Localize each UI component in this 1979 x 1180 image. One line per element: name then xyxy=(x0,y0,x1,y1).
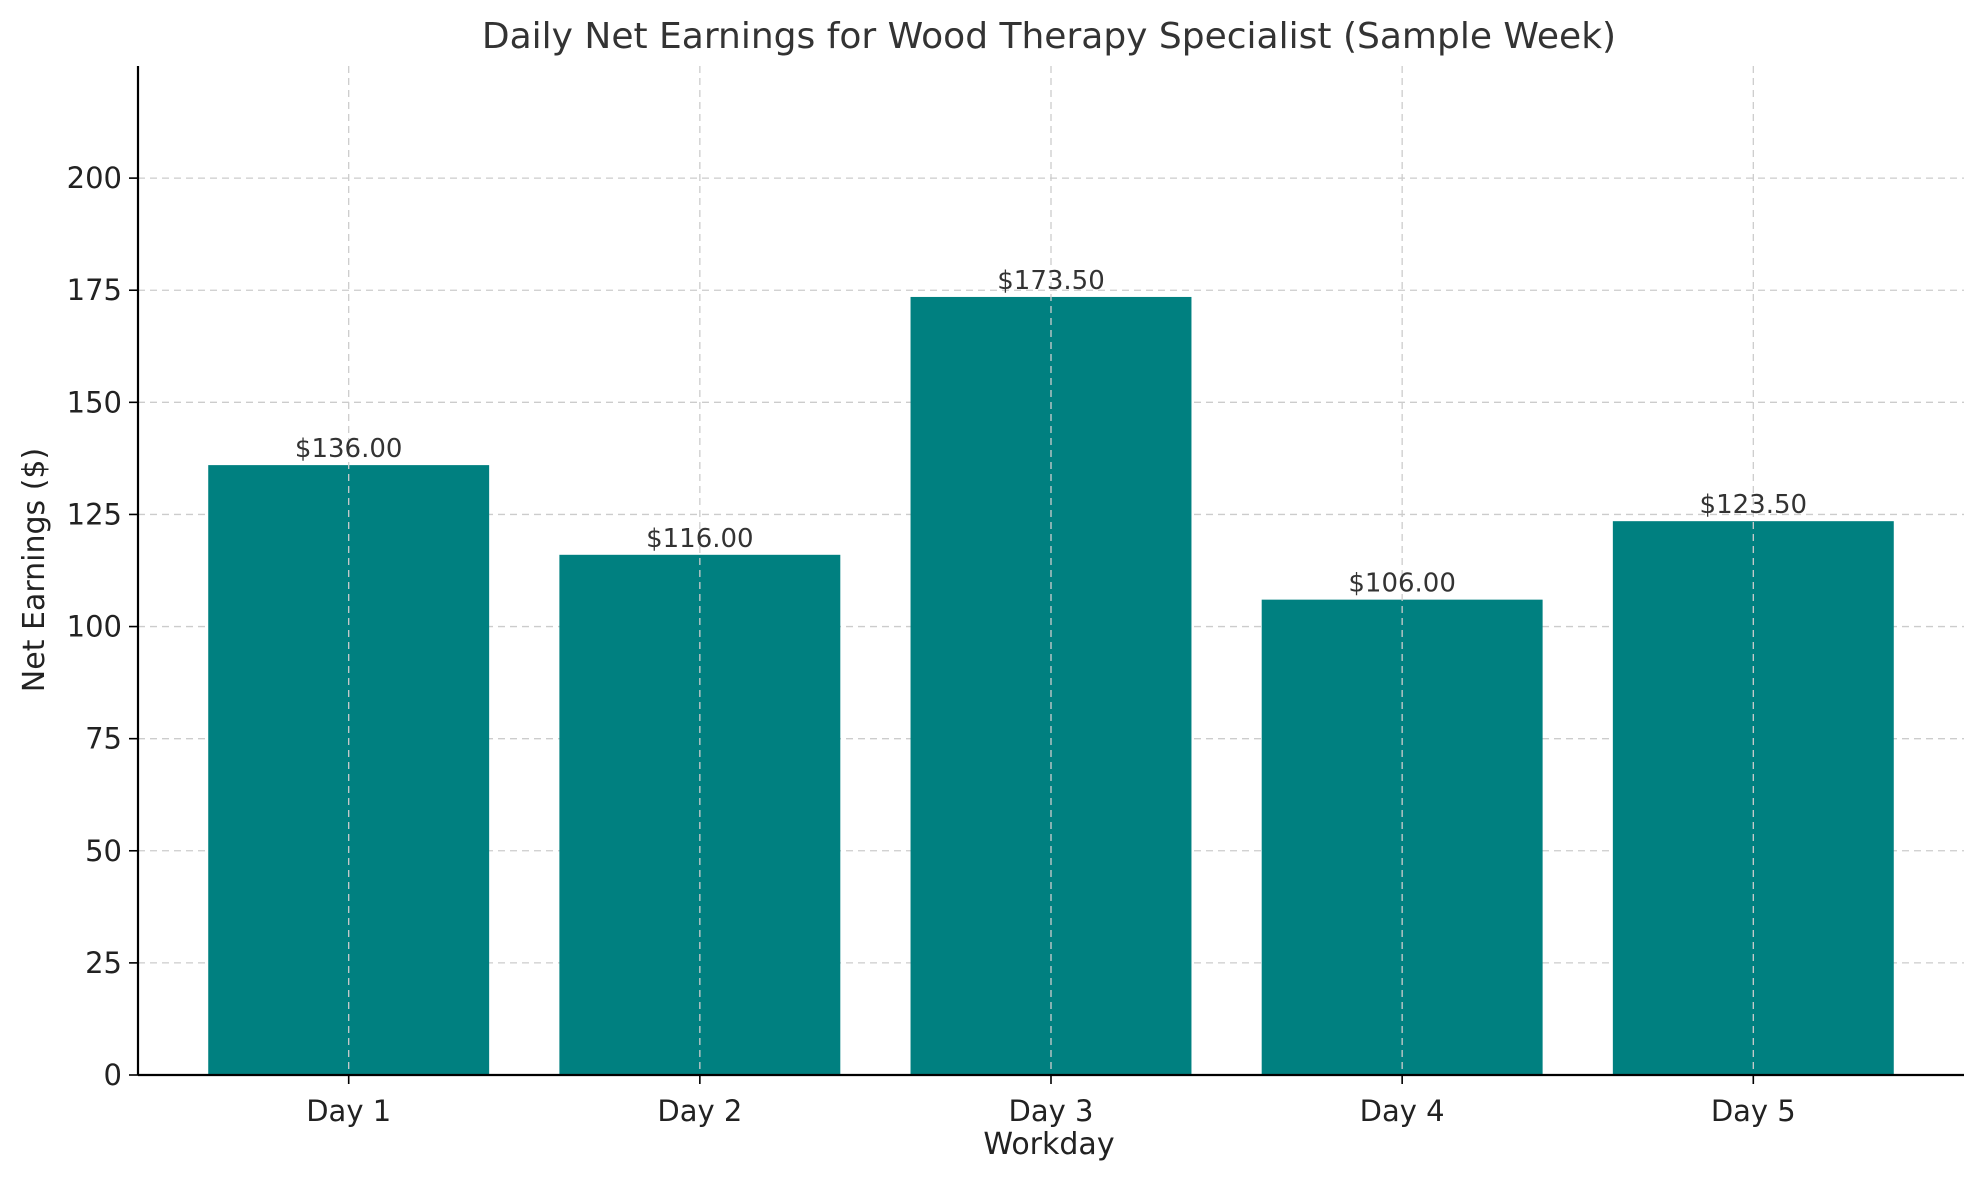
x-tick-label: Day 3 xyxy=(1009,1094,1094,1128)
y-tick-label: 50 xyxy=(85,834,122,868)
y-ticks: 0 25 50 75 100 125 150 175 200 xyxy=(67,161,138,1092)
x-grid-lines xyxy=(348,66,1754,1075)
x-tick-label: Day 5 xyxy=(1711,1094,1796,1128)
bar-value-label: $106.00 xyxy=(1348,569,1456,599)
x-ticks: Day 1 Day 2 Day 3 Day 4 Day 5 xyxy=(306,1075,1796,1128)
bar-value-label: $136.00 xyxy=(295,434,403,464)
y-tick-label: 75 xyxy=(85,722,122,756)
bar-value-label: $173.50 xyxy=(997,266,1105,296)
y-tick-label: 200 xyxy=(67,161,122,195)
y-axis-label: Net Earnings ($) xyxy=(17,448,52,692)
x-tick-label: Day 1 xyxy=(306,1094,391,1128)
bar-value-label: $123.50 xyxy=(1700,490,1808,520)
y-tick-label: 150 xyxy=(67,385,122,419)
y-tick-label: 25 xyxy=(85,946,122,980)
bar xyxy=(208,465,490,1075)
x-axis-label: Workday xyxy=(983,1127,1114,1162)
x-tick-label: Day 2 xyxy=(657,1094,742,1128)
y-tick-label: 100 xyxy=(67,610,122,644)
data-labels: $136.00 $116.00 $173.50 $106.00 $123.50 xyxy=(295,266,1807,599)
y-tick-label: 125 xyxy=(67,497,122,531)
bar-value-label: $116.00 xyxy=(646,524,754,554)
y-tick-label: 0 xyxy=(104,1058,122,1092)
x-tick-label: Day 4 xyxy=(1360,1094,1445,1128)
y-tick-label: 175 xyxy=(67,273,122,307)
chart-title: Daily Net Earnings for Wood Therapy Spec… xyxy=(482,16,1616,57)
